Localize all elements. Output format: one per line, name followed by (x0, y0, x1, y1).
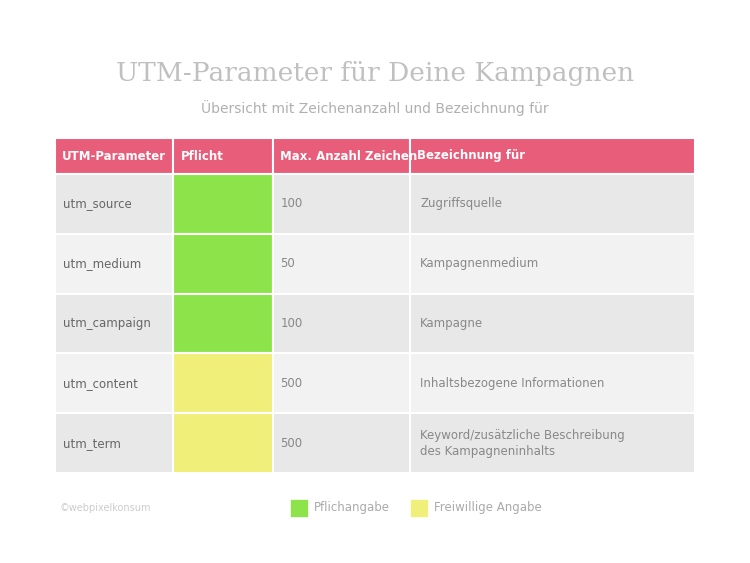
Text: 50: 50 (280, 257, 296, 270)
Text: UTM-Parameter für Deine Kampagnen: UTM-Parameter für Deine Kampagnen (116, 60, 634, 86)
Bar (173, 293, 272, 354)
Bar (173, 174, 272, 234)
Bar (410, 293, 695, 354)
Text: ©webpixelkonsum: ©webpixelkonsum (60, 503, 152, 513)
Bar (272, 413, 410, 473)
Bar (173, 413, 272, 473)
Text: utm_campaign: utm_campaign (63, 317, 151, 330)
Bar (55, 354, 173, 413)
Text: utm_content: utm_content (63, 377, 138, 390)
Bar (410, 413, 695, 473)
Text: Übersicht mit Zeichenanzahl und Bezeichnung für: Übersicht mit Zeichenanzahl und Bezeichn… (201, 100, 549, 116)
Bar (55, 138, 173, 174)
Bar (290, 499, 308, 517)
Text: 500: 500 (280, 436, 303, 450)
Bar (173, 138, 272, 174)
Text: Kampagnenmedium: Kampagnenmedium (420, 257, 539, 270)
Bar (173, 354, 272, 413)
Text: utm_medium: utm_medium (63, 257, 141, 270)
Text: utm_source: utm_source (63, 198, 132, 211)
Text: Keyword/zusätzliche Beschreibung
des Kampagneninhalts: Keyword/zusätzliche Beschreibung des Kam… (420, 428, 625, 458)
Text: Bezeichnung für: Bezeichnung für (417, 150, 525, 163)
Text: 100: 100 (280, 198, 303, 211)
Bar (55, 413, 173, 473)
Bar (272, 293, 410, 354)
Bar (410, 499, 428, 517)
Text: Inhaltsbezogene Informationen: Inhaltsbezogene Informationen (420, 377, 604, 390)
Bar (272, 234, 410, 293)
Bar (55, 234, 173, 293)
Text: Max. Anzahl Zeichen: Max. Anzahl Zeichen (280, 150, 417, 163)
Bar (410, 234, 695, 293)
Text: 100: 100 (280, 317, 303, 330)
Text: Pflicht: Pflicht (181, 150, 224, 163)
Bar (173, 234, 272, 293)
Text: Pflichangabe: Pflichangabe (314, 502, 390, 515)
Text: Kampagne: Kampagne (420, 317, 483, 330)
Text: Freiwillige Angabe: Freiwillige Angabe (434, 502, 542, 515)
Bar (55, 174, 173, 234)
Bar (272, 354, 410, 413)
Text: utm_term: utm_term (63, 436, 121, 450)
Bar (410, 138, 695, 174)
Bar (272, 174, 410, 234)
Bar (272, 138, 410, 174)
Text: 500: 500 (280, 377, 303, 390)
Bar (410, 354, 695, 413)
Text: UTM-Parameter: UTM-Parameter (62, 150, 166, 163)
Bar (410, 174, 695, 234)
Bar (55, 293, 173, 354)
Text: Zugriffsquelle: Zugriffsquelle (420, 198, 503, 211)
